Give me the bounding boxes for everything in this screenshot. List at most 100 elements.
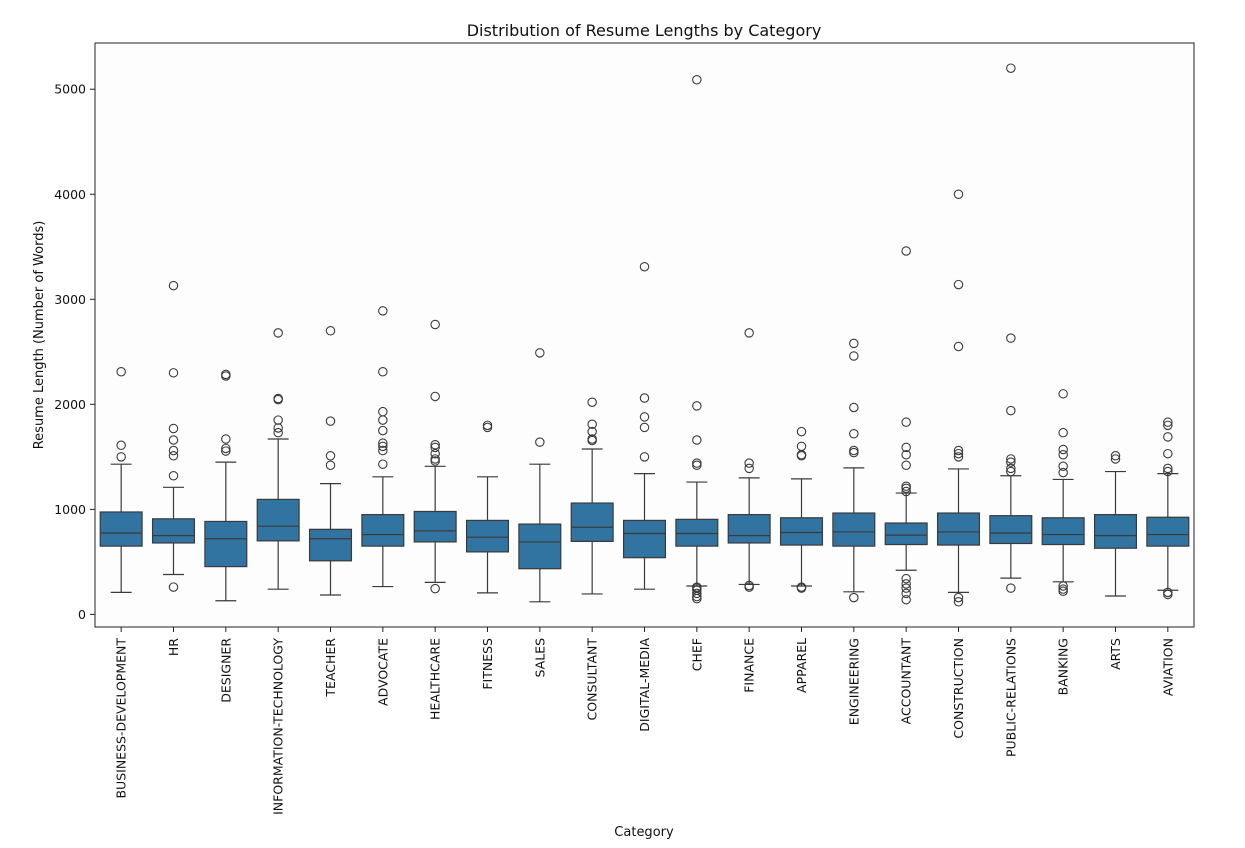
x-tick-label: HR xyxy=(166,638,181,656)
x-axis-label: Category xyxy=(614,825,674,840)
x-tick-label: INFORMATION-TECHNOLOGY xyxy=(271,638,286,815)
iqr-box xyxy=(1093,514,1138,549)
outlier-point xyxy=(901,583,911,593)
y-tick-label: 1000 xyxy=(54,502,86,517)
outlier-point xyxy=(639,393,650,403)
outlier-point xyxy=(796,426,807,437)
outlier-point xyxy=(692,582,702,592)
outlier-point xyxy=(639,261,650,272)
outlier-point xyxy=(325,326,336,336)
outlier-point xyxy=(1110,451,1121,461)
y-tick-label: 4000 xyxy=(54,187,86,202)
outlier-point xyxy=(796,582,807,592)
x-tick-label: CONSTRUCTION xyxy=(951,638,966,739)
box-group-hr xyxy=(151,280,196,592)
iqr-box xyxy=(308,528,353,562)
outlier-point xyxy=(744,463,754,474)
x-tick-label: BUSINESS-DEVELOPMENT xyxy=(114,638,129,799)
outlier-point xyxy=(953,445,964,456)
outlier-point xyxy=(378,445,388,456)
outlier-point xyxy=(744,328,754,338)
outlier-point xyxy=(849,445,859,456)
outlier-point xyxy=(378,459,388,469)
outlier-point xyxy=(953,452,964,462)
outlier-point xyxy=(901,588,911,599)
outlier-point xyxy=(692,75,702,85)
box-group-aviation xyxy=(1146,417,1190,600)
outlier-point xyxy=(639,452,650,462)
box-group-engineering xyxy=(832,338,876,603)
y-tick-label: 5000 xyxy=(54,82,86,97)
outlier-point xyxy=(325,451,336,461)
outlier-point xyxy=(1006,405,1016,416)
outlier-point xyxy=(953,592,964,603)
outlier-point xyxy=(430,440,440,450)
x-tick-label: FITNESS xyxy=(480,638,495,690)
iqr-box xyxy=(622,519,667,559)
outlier-point xyxy=(849,351,859,361)
iqr-box xyxy=(151,518,196,544)
iqr-box xyxy=(361,514,405,547)
box-group-apparel xyxy=(779,426,824,593)
y-tick-label: 3000 xyxy=(54,292,86,307)
outlier-point xyxy=(1163,420,1173,431)
outlier-point xyxy=(1163,417,1173,427)
outlier-point xyxy=(1006,583,1016,593)
outlier-point xyxy=(1006,63,1016,73)
outlier-point xyxy=(221,446,231,456)
outlier-point xyxy=(849,428,859,439)
outlier-point xyxy=(849,402,859,413)
outlier-point xyxy=(535,348,545,358)
iqr-box xyxy=(570,502,614,542)
outlier-point xyxy=(430,442,440,453)
outlier-point xyxy=(901,481,911,492)
x-tick-label: ACCOUNTANT xyxy=(899,638,914,725)
box-group-information-technology xyxy=(256,328,300,590)
box-group-fitness xyxy=(465,420,510,594)
box-group-accountant xyxy=(884,246,928,605)
outlier-point xyxy=(168,451,179,461)
outlier-point xyxy=(378,367,388,377)
chart-title: Distribution of Resume Lengths by Catego… xyxy=(467,21,822,40)
outlier-point xyxy=(325,460,336,470)
outlier-point xyxy=(639,412,650,422)
outlier-point xyxy=(1163,587,1173,598)
box-group-finance xyxy=(727,328,771,592)
box-group-public-relations xyxy=(989,63,1033,593)
outlier-point xyxy=(744,580,754,591)
iqr-box xyxy=(99,511,143,547)
outlier-point xyxy=(901,460,911,470)
box-group-construction xyxy=(936,189,981,607)
outlier-point xyxy=(221,434,231,444)
iqr-box xyxy=(675,518,719,547)
iqr-box xyxy=(1041,517,1085,546)
outlier-point xyxy=(221,443,231,454)
outlier-point xyxy=(168,435,179,445)
outlier-point xyxy=(953,279,964,290)
outlier-point xyxy=(901,417,911,427)
iqr-box xyxy=(779,517,824,546)
outlier-point xyxy=(692,588,702,599)
outlier-point xyxy=(168,470,179,481)
outlier-point xyxy=(325,416,336,426)
outlier-point xyxy=(430,391,440,402)
outlier-point xyxy=(168,280,179,291)
outlier-point xyxy=(953,341,964,352)
outlier-point xyxy=(1058,449,1068,460)
x-tick-label: CHEF xyxy=(689,638,704,671)
iqr-box xyxy=(884,522,928,546)
outlier-point xyxy=(1163,466,1173,477)
outlier-point xyxy=(1006,457,1016,467)
outlier-point xyxy=(1058,444,1068,455)
outlier-point xyxy=(901,442,911,453)
x-tick-label: AVIATION xyxy=(1160,638,1175,696)
outlier-point xyxy=(953,189,964,200)
iqr-box xyxy=(727,514,771,544)
iqr-box xyxy=(256,498,300,542)
box-group-digital-media xyxy=(622,261,667,590)
iqr-box xyxy=(832,512,876,547)
x-tick-label: ENGINEERING xyxy=(846,638,861,725)
y-axis-label: Resume Length (Number of Words) xyxy=(32,221,47,450)
x-tick-label: SALES xyxy=(532,638,547,678)
y-tick-label: 2000 xyxy=(54,397,86,412)
